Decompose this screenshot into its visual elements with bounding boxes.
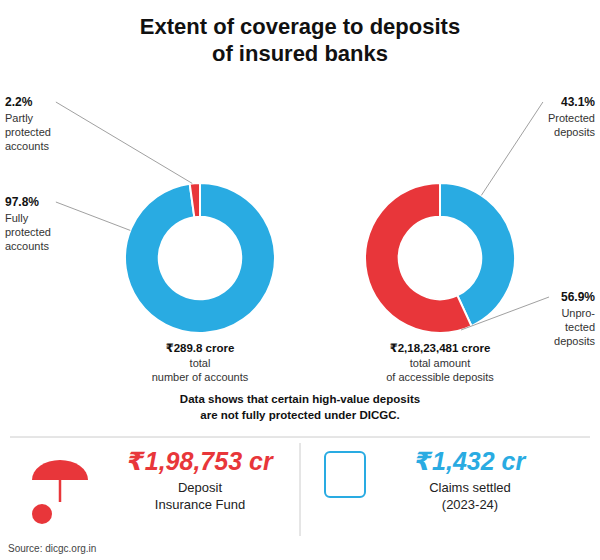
category-label: Protected deposits: [548, 112, 596, 138]
data-label: 2.2%: [5, 95, 33, 109]
note-line: are not fully protected under DICGC.: [200, 409, 399, 421]
caption: ₹289.8 crore: [166, 342, 235, 354]
category-label: Partly protected accounts: [5, 112, 51, 152]
category-label: Unpro-tected deposits: [554, 307, 595, 347]
data-label-line: 2.2%: [5, 95, 33, 109]
source-line: Source: dicgc.org.in: [8, 543, 96, 554]
category-label-line: deposits: [554, 335, 595, 347]
title-line: Extent of coverage to deposits: [140, 14, 460, 39]
slice-label: 97.8% Fully protected accounts: [5, 195, 51, 252]
slice-label: 43.1% Protected deposits: [548, 95, 596, 138]
amount-label-line: (2023-24): [442, 497, 498, 512]
caption: total amount of accessible deposits: [386, 357, 494, 383]
amount-label: Deposit Insurance Fund: [155, 480, 245, 512]
caption-line: of accessible deposits: [386, 371, 494, 383]
connector: [461, 297, 549, 330]
amount-label: Claims settled (2023-24): [429, 480, 511, 512]
note: Data shows that certain high-value depos…: [180, 393, 420, 421]
data-label: 97.8%: [5, 195, 39, 209]
separator: [300, 443, 301, 536]
caption-line: total amount: [410, 357, 471, 369]
category-label-line: accounts: [5, 240, 50, 252]
donut-chart: [125, 183, 275, 333]
donut-chart: [365, 183, 515, 333]
caption: ₹2,18,23,481 crore: [390, 342, 491, 354]
amount-label-line: Deposit: [178, 480, 222, 495]
category-label-line: protected: [5, 226, 51, 238]
data-label: 43.1%: [561, 95, 595, 109]
icon: [59, 480, 62, 502]
caption-line: total: [190, 357, 211, 369]
amount: ₹1,98,753 cr: [127, 447, 274, 475]
data-label: 56.9%: [561, 290, 595, 304]
donut-slice: [365, 183, 472, 333]
amount-line: ₹1,432 cr: [415, 447, 527, 475]
connector: [56, 102, 192, 183]
data-label-line: 43.1%: [561, 95, 595, 109]
category-label-line: deposits: [554, 126, 595, 138]
amount-line: ₹1,98,753 cr: [127, 447, 274, 475]
category-label-line: accounts: [5, 140, 50, 152]
slice-label: 56.9% Unpro-tected deposits: [554, 290, 595, 347]
amount-label-line: Insurance Fund: [155, 497, 245, 512]
title-line: of insured banks: [212, 41, 388, 66]
category-label-line: Partly: [5, 112, 34, 124]
connector: [56, 202, 130, 230]
category-label-line: tected: [565, 321, 595, 333]
donut-slice: [125, 183, 275, 333]
icon: [325, 452, 365, 497]
caption-line: ₹2,18,23,481 crore: [390, 342, 491, 354]
data-label-line: 56.9%: [561, 290, 595, 304]
caption-line: number of accounts: [152, 371, 249, 383]
slice-label: 2.2% Partly protected accounts: [5, 95, 51, 152]
icon: [32, 460, 88, 480]
category-label-line: Fully: [5, 212, 29, 224]
category-label-line: Unpro-: [561, 307, 595, 319]
note-line: Data shows that certain high-value depos…: [180, 393, 420, 405]
caption: total number of accounts: [152, 357, 249, 383]
source: Source: dicgc.org.in: [8, 543, 96, 554]
amount: ₹1,432 cr: [415, 447, 527, 475]
category-label: Fully protected accounts: [5, 212, 51, 252]
icon: [32, 504, 52, 524]
separator: [10, 437, 590, 438]
donut-slice: [190, 183, 200, 217]
category-label-line: Protected: [548, 112, 595, 124]
connector: [481, 102, 543, 195]
amount-label-line: Claims settled: [429, 480, 511, 495]
caption-line: ₹289.8 crore: [166, 342, 235, 354]
chart-root: Extent of coverage to depositsof insured…: [0, 0, 600, 560]
title: Extent of coverage to depositsof insured…: [140, 14, 460, 66]
data-label-line: 97.8%: [5, 195, 39, 209]
category-label-line: protected: [5, 126, 51, 138]
